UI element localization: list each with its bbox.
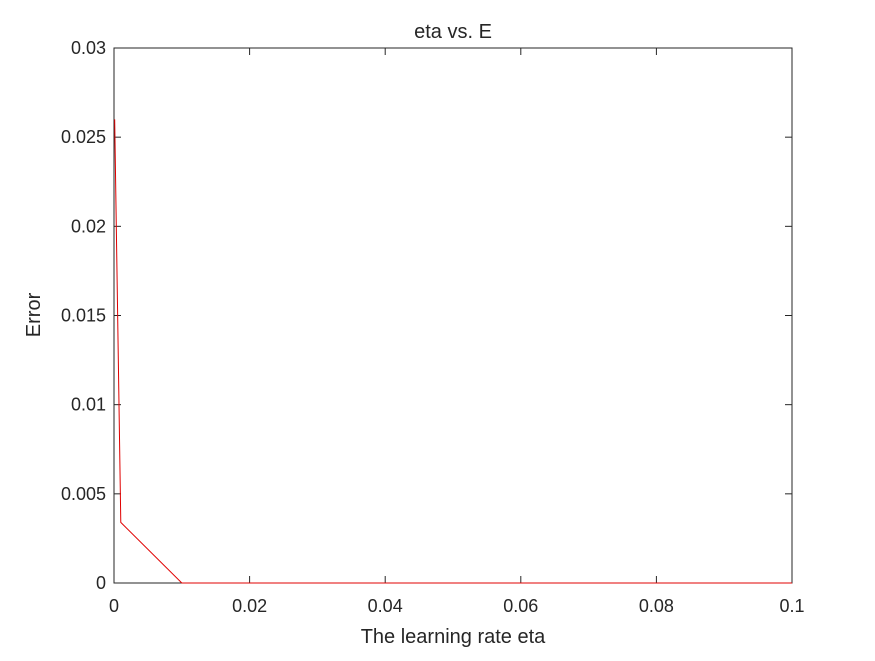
series-line	[114, 119, 792, 584]
x-axis-label: The learning rate eta	[361, 626, 546, 648]
x-tick-label: 0.04	[368, 596, 403, 616]
plot-area	[113, 47, 793, 584]
y-tick-label: 0.01	[71, 395, 106, 415]
chart-title: eta vs. E	[414, 21, 492, 43]
x-tick-label: 0.1	[779, 596, 804, 616]
series-layer	[114, 119, 792, 584]
y-axis-ticks: 0 0.005 0.01 0.015 0.02 0.025 0.03	[61, 38, 792, 593]
x-tick-label: 0.02	[232, 596, 267, 616]
x-tick-label: 0.08	[639, 596, 674, 616]
x-tick-label: 0.06	[503, 596, 538, 616]
y-tick-label: 0.005	[61, 484, 106, 504]
y-tick-label: 0.025	[61, 127, 106, 147]
y-tick-label: 0	[96, 573, 106, 593]
x-tick-label: 0	[109, 596, 119, 616]
y-axis-label: Error	[23, 292, 45, 337]
y-tick-label: 0.02	[71, 216, 106, 236]
y-tick-label: 0.03	[71, 38, 106, 58]
y-tick-label: 0.015	[61, 306, 106, 326]
x-axis-ticks: 0 0.02 0.04 0.06 0.08 0.1	[109, 48, 805, 616]
